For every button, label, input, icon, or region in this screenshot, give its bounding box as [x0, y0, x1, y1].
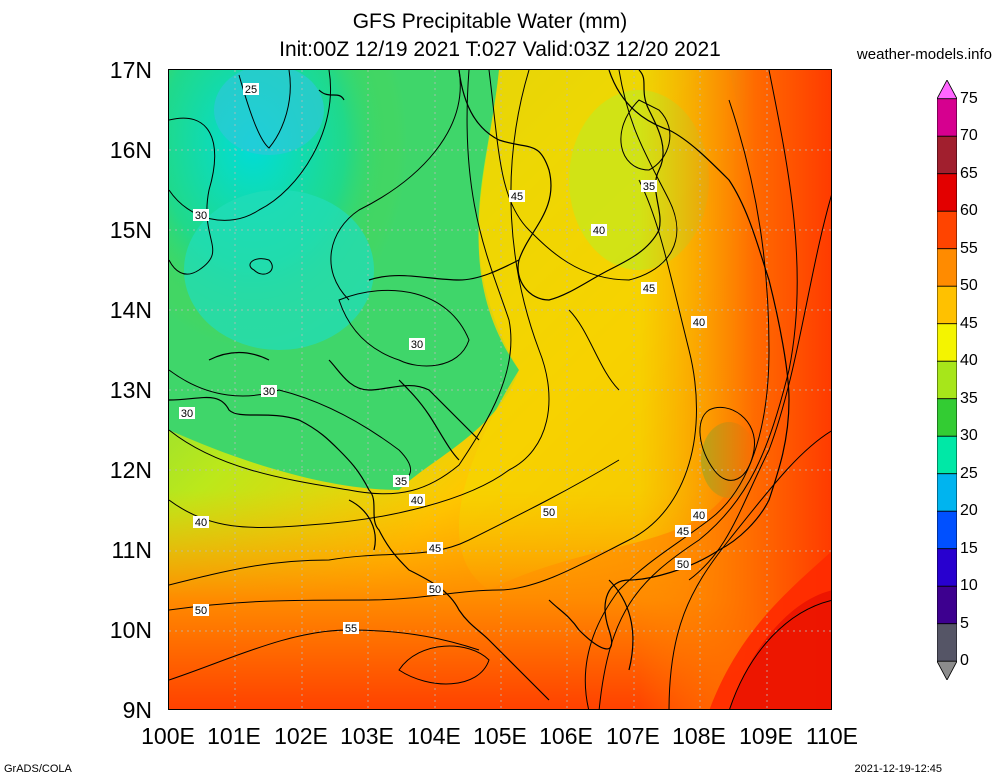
contour-label: 50	[195, 605, 207, 617]
colorbar-swatch	[937, 98, 957, 137]
colorbar-swatch	[937, 435, 957, 475]
colorbar-label: 65	[960, 164, 978, 182]
lat-tick-label: 17N	[109, 57, 152, 83]
grid-lines	[169, 70, 831, 709]
colorbar-label: 45	[960, 314, 978, 332]
colorbar-label: 50	[960, 277, 978, 295]
contour-label: 45	[429, 543, 441, 555]
colorbar-swatch	[937, 473, 957, 512]
lon-tick-label: 102E	[274, 723, 328, 749]
contour-label: 40	[195, 517, 207, 529]
lat-tick-label: 11N	[111, 537, 153, 563]
colorbar-swatch	[937, 135, 957, 175]
contour-label: 25	[245, 84, 257, 96]
contour-label: 50	[543, 507, 555, 519]
contour-label: 55	[345, 623, 357, 635]
colorbar-swatch	[937, 660, 957, 680]
colorbar	[937, 80, 957, 680]
contour-label: 40	[411, 495, 423, 507]
chart-subtitle: Init:00Z 12/19 2021 T:027 Valid:03Z 12/2…	[279, 38, 721, 61]
lon-tick-label: 108E	[672, 723, 726, 749]
contour-lines	[169, 70, 831, 709]
lat-tick-label: 9N	[122, 697, 152, 723]
contour-label: 30	[411, 339, 423, 351]
lon-tick-label: 101E	[207, 723, 261, 749]
lon-tick-label: 110E	[805, 723, 858, 749]
contour-label: 45	[511, 191, 523, 203]
lat-tick-label: 15N	[109, 217, 152, 243]
contour-label: 50	[677, 559, 689, 571]
colorbar-label: 10	[960, 577, 978, 595]
precipitable-water-field: 25 30 30 30 30 35 35 35 40 40 40 40 40 4…	[169, 70, 831, 709]
contour-label: 35	[395, 476, 407, 488]
lon-tick-label: 100E	[141, 723, 195, 749]
lon-tick-label: 104E	[407, 723, 461, 749]
colorbar-swatch	[937, 510, 957, 550]
colorbar-swatch	[937, 80, 957, 100]
colorbar-label: 5	[960, 614, 969, 632]
colorbar-swatch	[937, 548, 957, 587]
lat-tick-label: 10N	[109, 617, 152, 643]
colorbar-swatch	[937, 360, 957, 400]
site-label: weather-models.info	[856, 46, 992, 63]
colorbar-swatch	[937, 210, 957, 250]
colorbar-label: 15	[960, 539, 978, 557]
lat-tick-label: 12N	[109, 457, 152, 483]
coastline-borders	[169, 70, 790, 701]
contour-label: 45	[643, 283, 655, 295]
colorbar-swatch	[937, 248, 957, 287]
lon-tick-label: 109E	[739, 723, 793, 749]
lon-tick-label: 107E	[606, 723, 660, 749]
colorbar-label: 25	[960, 464, 978, 482]
colorbar-label: 55	[960, 239, 978, 257]
lat-tick-label: 14N	[109, 297, 152, 323]
lon-tick-label: 103E	[340, 723, 394, 749]
colorbar-label: 70	[960, 127, 978, 145]
colorbar-swatch	[937, 623, 957, 662]
colorbar-swatch	[937, 398, 957, 437]
lat-tick-label: 13N	[109, 377, 152, 403]
contour-label: 35	[643, 181, 655, 193]
colorbar-label: 20	[960, 502, 978, 520]
contour-label: 30	[195, 210, 207, 222]
contour-label: 40	[593, 225, 605, 237]
chart-title: GFS Precipitable Water (mm)	[352, 10, 628, 33]
colorbar-label: 35	[960, 389, 978, 407]
contour-label: 30	[263, 386, 275, 398]
footer-credit: GrADS/COLA	[4, 763, 72, 775]
contour-label: 50	[429, 584, 441, 596]
contour-label: 40	[693, 510, 705, 522]
colorbar-label: 30	[960, 427, 978, 445]
colorbar-label: 0	[960, 652, 969, 670]
colorbar-swatch	[937, 173, 957, 212]
colorbar-swatch	[937, 323, 957, 362]
colorbar-label: 75	[960, 89, 978, 107]
colorbar-label: 40	[960, 352, 978, 370]
lat-tick-label: 16N	[109, 137, 152, 163]
colorbar-swatch	[937, 585, 957, 625]
contour-labels: 25 30 30 30 30 35 35 35 40 40 40 40 40 4…	[179, 83, 707, 635]
contour-label: 40	[693, 317, 705, 329]
colorbar-label: 60	[960, 202, 978, 220]
lon-tick-label: 106E	[539, 723, 593, 749]
contour-label: 30	[181, 408, 193, 420]
contour-label: 45	[677, 526, 689, 538]
lon-tick-label: 105E	[473, 723, 527, 749]
map-plot-area: 25 30 30 30 30 35 35 35 40 40 40 40 40 4…	[168, 69, 832, 710]
footer-timestamp: 2021-12-19-12:45	[854, 763, 942, 775]
colorbar-swatch	[937, 285, 957, 325]
